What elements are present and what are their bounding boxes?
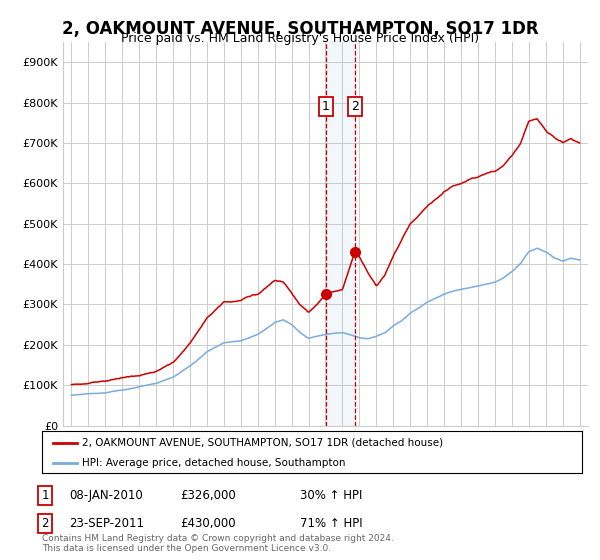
Text: 1: 1	[322, 100, 330, 113]
Text: 2, OAKMOUNT AVENUE, SOUTHAMPTON, SO17 1DR (detached house): 2, OAKMOUNT AVENUE, SOUTHAMPTON, SO17 1D…	[83, 438, 443, 448]
Text: HPI: Average price, detached house, Southampton: HPI: Average price, detached house, Sout…	[83, 458, 346, 468]
Text: 2: 2	[351, 100, 359, 113]
Text: 2, OAKMOUNT AVENUE, SOUTHAMPTON, SO17 1DR: 2, OAKMOUNT AVENUE, SOUTHAMPTON, SO17 1D…	[62, 20, 538, 38]
Bar	[326, 42, 355, 426]
Text: £326,000: £326,000	[180, 489, 236, 502]
Text: 30% ↑ HPI: 30% ↑ HPI	[300, 489, 362, 502]
Text: £430,000: £430,000	[180, 517, 236, 530]
Text: 2: 2	[41, 517, 49, 530]
Text: 71% ↑ HPI: 71% ↑ HPI	[300, 517, 362, 530]
Text: 1: 1	[41, 489, 49, 502]
Text: 08-JAN-2010: 08-JAN-2010	[69, 489, 143, 502]
Text: 23-SEP-2011: 23-SEP-2011	[69, 517, 144, 530]
Text: Price paid vs. HM Land Registry's House Price Index (HPI): Price paid vs. HM Land Registry's House …	[121, 32, 479, 45]
Text: Contains HM Land Registry data © Crown copyright and database right 2024.
This d: Contains HM Land Registry data © Crown c…	[42, 534, 394, 553]
